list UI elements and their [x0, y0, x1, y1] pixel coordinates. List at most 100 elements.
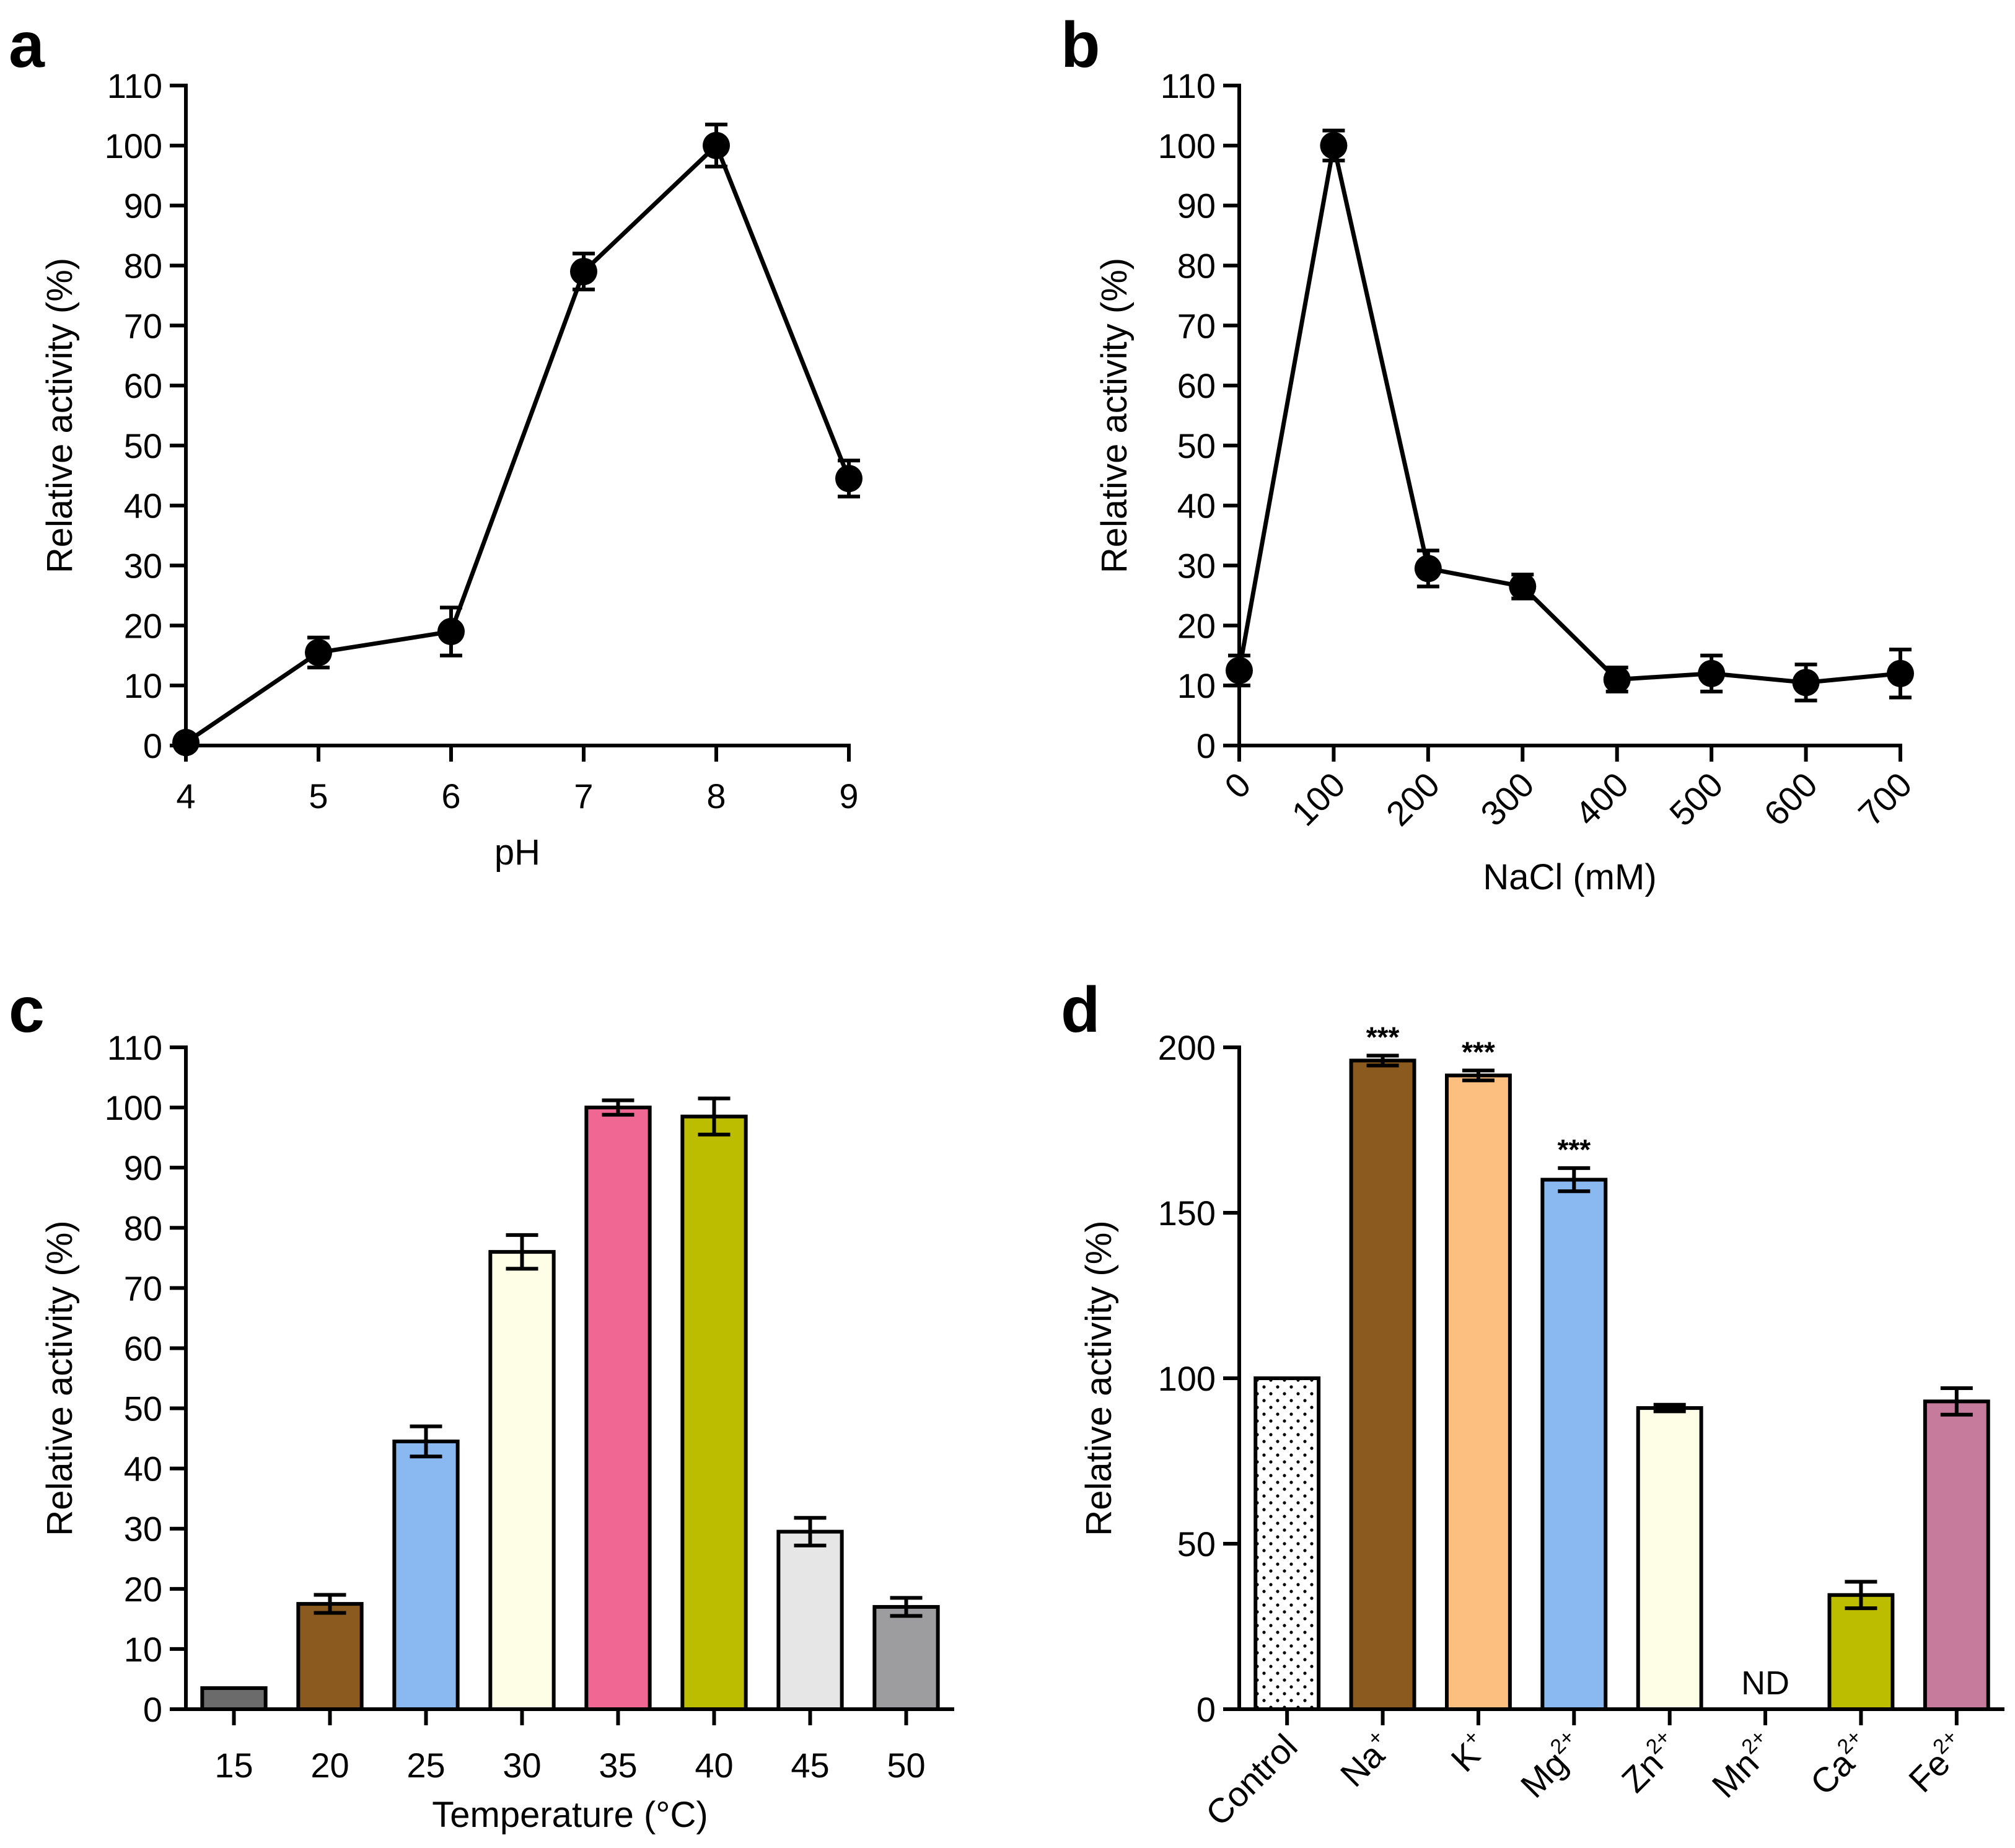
bar [488, 1250, 556, 1712]
bar [200, 1686, 268, 1711]
series-line [185, 141, 851, 745]
x-tick-label: 50 [887, 1746, 925, 1785]
data-point [1414, 555, 1442, 583]
x-axis-title: pH [494, 832, 540, 873]
x-tick-label: 0 [1217, 765, 1258, 806]
y-tick-label: 40 [124, 1450, 162, 1489]
y-tick-label: 30 [124, 547, 162, 586]
y-tick-label: 40 [124, 486, 162, 526]
x-tick-label: 6 [441, 777, 460, 816]
x-tick-label: Fe2+ [1900, 1725, 1974, 1800]
y-tick-label: 50 [1177, 1525, 1216, 1564]
x-axis-title: NaCl (mM) [1483, 857, 1656, 897]
data-point [305, 638, 332, 666]
x-tick-label: Mg2+ [1512, 1725, 1592, 1805]
y-tick-label: 20 [124, 606, 162, 645]
x-tick-label: 9 [839, 777, 858, 816]
y-tick-label: 110 [107, 1028, 162, 1067]
x-tick-label: 4 [176, 777, 195, 816]
y-tick-label: 100 [1158, 1359, 1216, 1398]
data-point [1792, 669, 1820, 697]
y-tick-label: 20 [1177, 606, 1216, 645]
x-tick-label: 5 [309, 777, 328, 816]
x-tick-label: Mn2+ [1703, 1725, 1783, 1805]
y-tick-label: 60 [124, 1329, 162, 1368]
x-tick-label: 400 [1568, 765, 1636, 834]
x-tick-label: 45 [791, 1746, 829, 1785]
bar [776, 1529, 844, 1711]
x-tick-label: 15 [214, 1746, 253, 1785]
x-tick-label: 20 [310, 1746, 349, 1785]
bar [1540, 1177, 1608, 1711]
x-tick-label: 500 [1662, 765, 1731, 834]
data-point [1226, 656, 1253, 684]
y-axis-title: Relative activity (%) [1094, 258, 1135, 573]
y-tick-label: 150 [1158, 1194, 1216, 1233]
bar [584, 1106, 652, 1712]
bar [1827, 1593, 1895, 1712]
x-tick-label: K+ [1442, 1725, 1496, 1779]
data-point [1509, 573, 1537, 601]
y-tick-label: 90 [124, 187, 162, 226]
x-tick-label: Na+ [1332, 1725, 1400, 1794]
series-line [1237, 145, 1901, 685]
y-tick-label: 110 [107, 66, 162, 105]
y-tick-label: 80 [1177, 246, 1216, 285]
y-tick-label: 30 [124, 1510, 162, 1549]
y-tick-label: 60 [1177, 366, 1216, 405]
y-tick-label: 0 [143, 1690, 162, 1729]
data-point [172, 729, 200, 757]
panel-letter: c [9, 974, 45, 1046]
panel-a-chart: a 0 10 20 30 40 50 60 70 80 90 100 110 Relative activ… [9, 9, 863, 873]
y-axis-title: Relative activity (%) [40, 258, 80, 573]
y-tick-label: 100 [1158, 126, 1216, 165]
significance-label: *** [1366, 1021, 1400, 1053]
bar [680, 1114, 748, 1711]
y-tick-label: 100 [105, 1088, 162, 1127]
x-tick-label: 600 [1756, 765, 1825, 834]
not-detected-label: ND [1741, 1665, 1789, 1702]
data-point [437, 618, 465, 646]
y-axis-title: Relative activity (%) [1079, 1220, 1119, 1536]
y-tick-label: 40 [1177, 486, 1216, 526]
panel-b-chart: b 0 10 20 30 40 50 60 70 80 90 100 110 Relative activ… [1061, 9, 1919, 897]
x-tick-label: Control [1198, 1727, 1304, 1833]
y-tick-label: 0 [1196, 726, 1216, 765]
data-point [1320, 131, 1348, 159]
significance-label: *** [1462, 1036, 1495, 1068]
x-tick-label: 300 [1473, 765, 1542, 834]
y-tick-label: 10 [1177, 666, 1216, 705]
y-tick-label: 20 [124, 1570, 162, 1609]
y-tick-label: 60 [124, 366, 162, 405]
y-tick-label: 80 [124, 246, 162, 285]
x-tick-label: 200 [1379, 765, 1447, 834]
y-tick-label: 70 [124, 1269, 162, 1308]
y-tick-label: 90 [1177, 187, 1216, 226]
x-tick-label: 25 [406, 1746, 445, 1785]
bar [392, 1439, 460, 1712]
y-axis-title: Relative activity (%) [40, 1220, 80, 1536]
data-point [835, 465, 863, 493]
y-tick-label: 50 [124, 426, 162, 465]
x-tick-label: 100 [1284, 765, 1353, 834]
x-tick-label: 30 [503, 1746, 541, 1785]
y-tick-label: 90 [124, 1148, 162, 1187]
x-tick-label-base: Control [1198, 1727, 1304, 1833]
x-axis-title: Temperature (°C) [432, 1795, 708, 1835]
data-point [1698, 659, 1726, 687]
y-tick-label: 200 [1158, 1028, 1216, 1067]
y-tick-label: 50 [124, 1389, 162, 1428]
x-tick-label: 8 [706, 777, 726, 816]
x-tick-label: 35 [599, 1746, 637, 1785]
data-point [703, 131, 730, 159]
panel-c-chart: c 0 10 20 30 40 50 60 70 80 90 100 110 Relative activ… [9, 974, 954, 1835]
y-tick-label: 70 [124, 306, 162, 345]
y-tick-label: 70 [1177, 306, 1216, 345]
y-tick-label: 50 [1177, 426, 1216, 465]
x-tick-label: Zn2+ [1613, 1725, 1687, 1800]
bar [1444, 1073, 1512, 1711]
panel-letter: b [1061, 9, 1100, 81]
panel-letter: a [9, 9, 45, 81]
significance-label: *** [1557, 1133, 1591, 1166]
